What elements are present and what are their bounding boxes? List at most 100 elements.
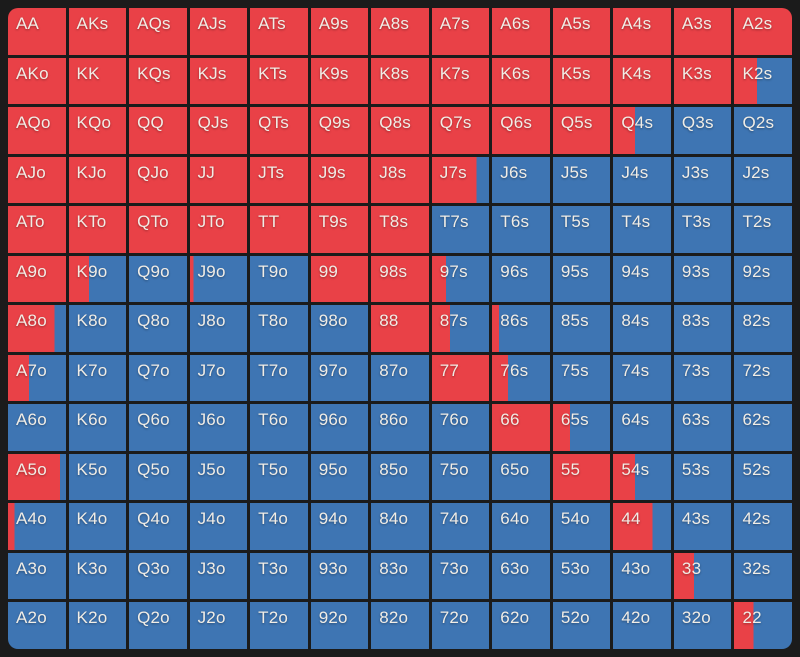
hand-cell-K3s[interactable]: K3s bbox=[673, 57, 732, 105]
hand-cell-Q9o[interactable]: Q9o bbox=[129, 255, 187, 303]
hand-cell-T8o[interactable]: T8o bbox=[250, 305, 308, 352]
hand-cell-K8o[interactable]: K8o bbox=[68, 305, 127, 352]
hand-cell-J9o[interactable]: J9o bbox=[189, 255, 248, 303]
hand-cell-74s[interactable]: 74s bbox=[613, 354, 671, 402]
hand-cell-22[interactable]: 22 bbox=[734, 602, 792, 649]
hand-cell-A5o[interactable]: A5o bbox=[8, 453, 66, 501]
hand-cell-Q7o[interactable]: Q7o bbox=[129, 354, 187, 402]
hand-cell-43s[interactable]: 43s bbox=[673, 503, 732, 550]
hand-cell-KTo[interactable]: KTo bbox=[68, 206, 127, 253]
hand-cell-52s[interactable]: 52s bbox=[734, 453, 792, 501]
hand-cell-T9s[interactable]: T9s bbox=[310, 206, 369, 253]
hand-cell-J6s[interactable]: J6s bbox=[492, 156, 550, 204]
hand-cell-K2s[interactable]: K2s bbox=[734, 57, 792, 105]
hand-cell-AJs[interactable]: AJs bbox=[189, 8, 248, 55]
hand-cell-T6s[interactable]: T6s bbox=[492, 206, 550, 253]
hand-cell-53s[interactable]: 53s bbox=[673, 453, 732, 501]
hand-cell-K7o[interactable]: K7o bbox=[68, 354, 127, 402]
hand-cell-K4o[interactable]: K4o bbox=[68, 503, 127, 550]
hand-cell-JJ[interactable]: JJ bbox=[189, 156, 248, 204]
hand-cell-95s[interactable]: 95s bbox=[552, 255, 611, 303]
hand-cell-AQo[interactable]: AQo bbox=[8, 107, 66, 154]
hand-cell-A3o[interactable]: A3o bbox=[8, 552, 66, 600]
hand-cell-66[interactable]: 66 bbox=[492, 404, 550, 451]
hand-cell-43o[interactable]: 43o bbox=[613, 552, 671, 600]
hand-cell-75o[interactable]: 75o bbox=[431, 453, 490, 501]
hand-cell-87s[interactable]: 87s bbox=[431, 305, 490, 352]
hand-cell-K5o[interactable]: K5o bbox=[68, 453, 127, 501]
hand-cell-62o[interactable]: 62o bbox=[492, 602, 550, 649]
hand-cell-76s[interactable]: 76s bbox=[492, 354, 550, 402]
hand-cell-83s[interactable]: 83s bbox=[673, 305, 732, 352]
hand-cell-87o[interactable]: 87o bbox=[371, 354, 429, 402]
hand-cell-93s[interactable]: 93s bbox=[673, 255, 732, 303]
hand-cell-K6o[interactable]: K6o bbox=[68, 404, 127, 451]
hand-cell-K8s[interactable]: K8s bbox=[371, 57, 429, 105]
hand-cell-J7o[interactable]: J7o bbox=[189, 354, 248, 402]
hand-cell-KTs[interactable]: KTs bbox=[250, 57, 308, 105]
hand-cell-98o[interactable]: 98o bbox=[310, 305, 369, 352]
hand-cell-Q9s[interactable]: Q9s bbox=[310, 107, 369, 154]
hand-cell-33[interactable]: 33 bbox=[673, 552, 732, 600]
hand-cell-K9s[interactable]: K9s bbox=[310, 57, 369, 105]
hand-cell-44[interactable]: 44 bbox=[613, 503, 671, 550]
hand-cell-93o[interactable]: 93o bbox=[310, 552, 369, 600]
hand-cell-KQo[interactable]: KQo bbox=[68, 107, 127, 154]
hand-cell-T3o[interactable]: T3o bbox=[250, 552, 308, 600]
hand-cell-Q4s[interactable]: Q4s bbox=[613, 107, 671, 154]
hand-cell-J6o[interactable]: J6o bbox=[189, 404, 248, 451]
hand-cell-Q3o[interactable]: Q3o bbox=[129, 552, 187, 600]
hand-cell-A3s[interactable]: A3s bbox=[673, 8, 732, 55]
hand-cell-A7s[interactable]: A7s bbox=[431, 8, 490, 55]
hand-cell-86o[interactable]: 86o bbox=[371, 404, 429, 451]
hand-cell-55[interactable]: 55 bbox=[552, 453, 611, 501]
hand-cell-J8o[interactable]: J8o bbox=[189, 305, 248, 352]
hand-cell-95o[interactable]: 95o bbox=[310, 453, 369, 501]
hand-cell-T5o[interactable]: T5o bbox=[250, 453, 308, 501]
hand-cell-97s[interactable]: 97s bbox=[431, 255, 490, 303]
hand-cell-QTs[interactable]: QTs bbox=[250, 107, 308, 154]
hand-cell-J7s[interactable]: J7s bbox=[431, 156, 490, 204]
hand-cell-A6s[interactable]: A6s bbox=[492, 8, 550, 55]
hand-cell-96s[interactable]: 96s bbox=[492, 255, 550, 303]
hand-cell-64s[interactable]: 64s bbox=[613, 404, 671, 451]
hand-cell-K7s[interactable]: K7s bbox=[431, 57, 490, 105]
hand-cell-J5s[interactable]: J5s bbox=[552, 156, 611, 204]
hand-cell-76o[interactable]: 76o bbox=[431, 404, 490, 451]
hand-cell-84o[interactable]: 84o bbox=[371, 503, 429, 550]
hand-cell-T9o[interactable]: T9o bbox=[250, 255, 308, 303]
hand-cell-65s[interactable]: 65s bbox=[552, 404, 611, 451]
hand-cell-K2o[interactable]: K2o bbox=[68, 602, 127, 649]
hand-cell-J9s[interactable]: J9s bbox=[310, 156, 369, 204]
hand-cell-88[interactable]: 88 bbox=[371, 305, 429, 352]
hand-cell-T2o[interactable]: T2o bbox=[250, 602, 308, 649]
hand-cell-Q4o[interactable]: Q4o bbox=[129, 503, 187, 550]
hand-cell-QJo[interactable]: QJo bbox=[129, 156, 187, 204]
hand-cell-AKs[interactable]: AKs bbox=[68, 8, 127, 55]
hand-cell-A2s[interactable]: A2s bbox=[734, 8, 792, 55]
hand-cell-KQs[interactable]: KQs bbox=[129, 57, 187, 105]
hand-cell-65o[interactable]: 65o bbox=[492, 453, 550, 501]
hand-cell-64o[interactable]: 64o bbox=[492, 503, 550, 550]
hand-cell-84s[interactable]: 84s bbox=[613, 305, 671, 352]
hand-cell-K5s[interactable]: K5s bbox=[552, 57, 611, 105]
hand-cell-A2o[interactable]: A2o bbox=[8, 602, 66, 649]
hand-cell-T8s[interactable]: T8s bbox=[371, 206, 429, 253]
hand-cell-63o[interactable]: 63o bbox=[492, 552, 550, 600]
hand-cell-Q2s[interactable]: Q2s bbox=[734, 107, 792, 154]
hand-cell-J2s[interactable]: J2s bbox=[734, 156, 792, 204]
hand-cell-J5o[interactable]: J5o bbox=[189, 453, 248, 501]
hand-cell-75s[interactable]: 75s bbox=[552, 354, 611, 402]
hand-cell-86s[interactable]: 86s bbox=[492, 305, 550, 352]
hand-cell-97o[interactable]: 97o bbox=[310, 354, 369, 402]
hand-cell-54o[interactable]: 54o bbox=[552, 503, 611, 550]
hand-cell-T2s[interactable]: T2s bbox=[734, 206, 792, 253]
hand-cell-T7o[interactable]: T7o bbox=[250, 354, 308, 402]
hand-cell-A4s[interactable]: A4s bbox=[613, 8, 671, 55]
hand-cell-A4o[interactable]: A4o bbox=[8, 503, 66, 550]
hand-cell-82o[interactable]: 82o bbox=[371, 602, 429, 649]
hand-cell-J4s[interactable]: J4s bbox=[613, 156, 671, 204]
hand-cell-85s[interactable]: 85s bbox=[552, 305, 611, 352]
hand-cell-92o[interactable]: 92o bbox=[310, 602, 369, 649]
hand-cell-AKo[interactable]: AKo bbox=[8, 57, 66, 105]
